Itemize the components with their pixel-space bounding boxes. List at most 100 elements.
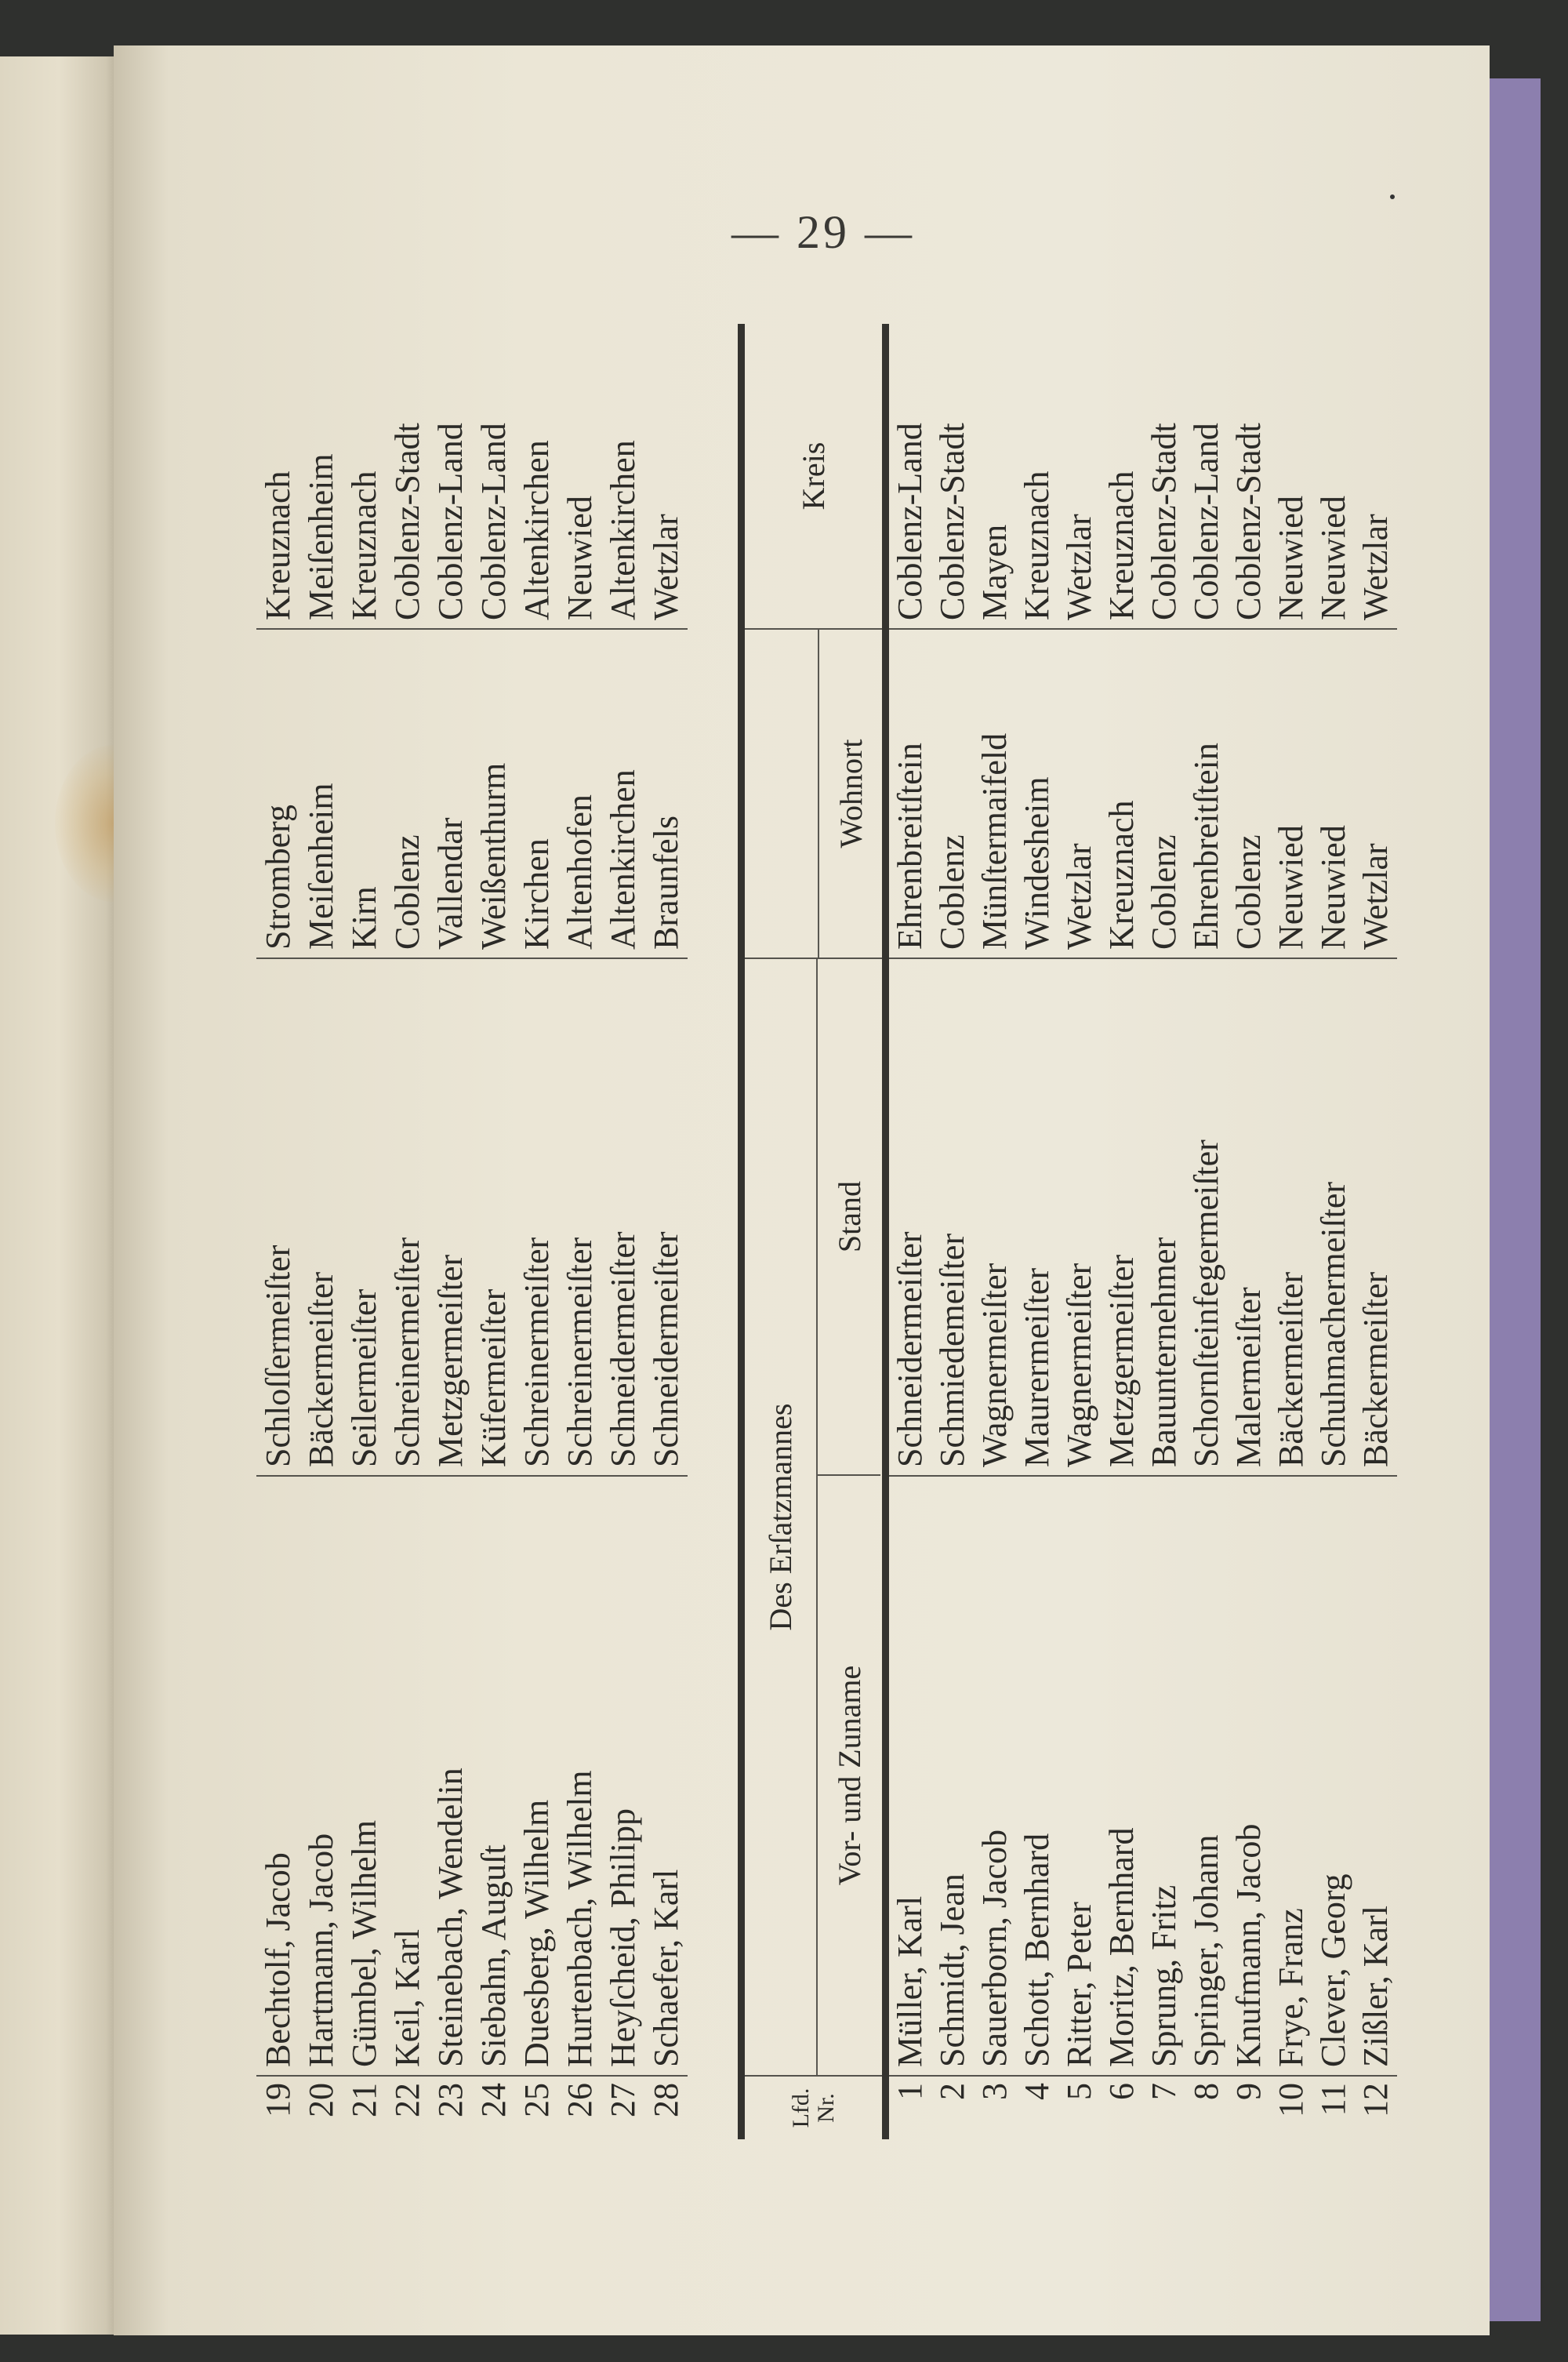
header-lfd-nr: Lfd. Nr. [745, 2077, 882, 2139]
residence: Braunfels [644, 630, 688, 959]
row-number: 9 [1229, 2083, 1268, 2100]
row-number: 3 [975, 2083, 1014, 2100]
row-number: 28 [647, 2083, 685, 2117]
occupation: Seilermeiſter [343, 959, 386, 1477]
person-name: Steinebach, Wendelin [429, 1477, 472, 2077]
residence: Altenkirchen [601, 630, 644, 959]
ersatz-table-body: 1 Müller, Karl Schneidermeiſter Ehrenbreitſ… [889, 324, 1397, 2139]
table-row: 2 Schmidt, Jean Schmiedemeiſter Coblenz Cobl… [931, 324, 974, 2139]
person-name: Duesberg, Wilhelm [515, 1477, 558, 2077]
district: Neuwied [1312, 324, 1355, 630]
right-page [114, 45, 1490, 2335]
occupation: Schloſſermeiſter [256, 959, 299, 1477]
row-number: 7 [1145, 2083, 1183, 2100]
occupation: Schornſteinfegermeiſter [1185, 959, 1228, 1477]
person-name: Sauerborn, Jacob [974, 1477, 1016, 2077]
residence: Kirn [343, 630, 386, 959]
person-name: Sprung, Fritz [1143, 1477, 1185, 2077]
person-name: Knufmann, Jacob [1228, 1477, 1270, 2077]
row-number: 11 [1314, 2083, 1352, 2117]
person-name: Heyſcheid, Philipp [601, 1477, 644, 2077]
district: Altenkirchen [515, 324, 558, 630]
district: Coblenz-Stadt [1143, 324, 1185, 630]
occupation: Wagnermeiſter [974, 959, 1016, 1477]
continued-table: 19 Bechtolf, Jacob Schloſſermeiſter Strombe… [256, 324, 688, 2139]
occupation: Küfermeiſter [472, 959, 515, 1477]
ink-speck [1390, 194, 1395, 199]
occupation: Metzgermeiſter [429, 959, 472, 1477]
district: Kreuznach [1016, 324, 1058, 630]
person-name: Schmidt, Jean [931, 1477, 974, 2077]
person-name: Hartmann, Jacob [299, 1477, 343, 2077]
table-row: 22 Keil, Karl Schreinermeiſter Coblenz Coble… [386, 324, 429, 2139]
person-name: Clever, Georg [1312, 1477, 1355, 2077]
occupation: Schreinermeiſter [558, 959, 601, 1477]
person-name: Zißler, Karl [1355, 1477, 1397, 2077]
residence: Wetzlar [1355, 630, 1397, 959]
residence: Windesheim [1016, 630, 1058, 959]
district: Coblenz-Land [429, 324, 472, 630]
district: Coblenz-Land [889, 324, 931, 630]
person-name: Bechtolf, Jacob [256, 1477, 299, 2077]
district: Coblenz-Land [472, 324, 515, 630]
occupation: Wagnermeiſter [1058, 959, 1101, 1477]
occupation: Bäckermeiſter [299, 959, 343, 1477]
district: Wetzlar [644, 324, 688, 630]
district: Coblenz-Stadt [1228, 324, 1270, 630]
occupation: Schneidermeiſter [601, 959, 644, 1477]
row-number: 1 [891, 2083, 929, 2100]
table-row: 10 Frye, Franz Bäckermeiſter Neuwied Neuwied [1270, 324, 1312, 2139]
district: Altenkirchen [601, 324, 644, 630]
district: Meiſenheim [299, 324, 343, 630]
row-number: 12 [1356, 2083, 1395, 2117]
person-name: Springer, Johann [1185, 1477, 1228, 2077]
row-number: 25 [517, 2083, 556, 2117]
header-stand: Stand [818, 959, 880, 1477]
row-number: 20 [302, 2083, 340, 2117]
header-group: Des Erſatzmannes [745, 959, 818, 2075]
header-name: Vor- und Zuname [831, 1665, 867, 1886]
row-number: 27 [604, 2083, 642, 2117]
occupation: Schmiedemeiſter [931, 959, 974, 1477]
residence: Weißenthurm [472, 630, 515, 959]
occupation: Schuhmachermeiſter [1312, 959, 1355, 1477]
row-number: 5 [1060, 2083, 1098, 2100]
person-name: Ritter, Peter [1058, 1477, 1101, 2077]
person-name: Moritz, Bernhard [1101, 1477, 1143, 2077]
table-row: 11 Clever, Georg Schuhmachermeiſter Neuwied… [1312, 324, 1355, 2139]
row-number: 22 [388, 2083, 426, 2117]
residence: Kreuznach [1101, 630, 1143, 959]
district: Neuwied [1270, 324, 1312, 630]
occupation: Schneidermeiſter [889, 959, 931, 1477]
table-row: 28 Schaefer, Karl Schneidermeiſter Braunfel… [644, 324, 688, 2139]
header-nr-line1: Lfd. [787, 2088, 814, 2128]
table-row: 6 Moritz, Bernhard Metzgermeiſter Kreuznach… [1101, 324, 1143, 2139]
residence: Vallendar [429, 630, 472, 959]
occupation: Schreinermeiſter [386, 959, 429, 1477]
left-page [0, 56, 118, 2335]
table-row: 1 Müller, Karl Schneidermeiſter Ehrenbreitſ… [889, 324, 931, 2139]
row-number: 2 [933, 2083, 971, 2100]
row-number: 21 [345, 2083, 383, 2117]
table-top-rule [738, 324, 745, 2139]
table-row: 26 Hurtenbach, Wilhelm Schreinermeiſter Alt… [558, 324, 601, 2139]
table-row: 4 Schott, Bernhard Maurermeiſter Windesheim… [1016, 324, 1058, 2139]
person-name: Frye, Franz [1270, 1477, 1312, 2077]
header-rule [882, 324, 889, 2139]
table-row: 8 Springer, Johann Schornſteinfegermeiſter… [1185, 324, 1228, 2139]
row-number: 24 [474, 2083, 513, 2117]
occupation: Malermeiſter [1228, 959, 1270, 1477]
person-name: Gümbel, Wilhelm [343, 1477, 386, 2077]
residence: Coblenz [1228, 630, 1270, 959]
table-row: 3 Sauerborn, Jacob Wagnermeiſter Münſtermai… [974, 324, 1016, 2139]
district: Coblenz-Stadt [386, 324, 429, 630]
person-name: Keil, Karl [386, 1477, 429, 2077]
residence: Coblenz [1143, 630, 1185, 959]
row-number: 19 [259, 2083, 297, 2117]
table-row: 23 Steinebach, Wendelin Metzgermeiſter Vall… [429, 324, 472, 2139]
table-row: 5 Ritter, Peter Wagnermeiſter Wetzlar Wetzla… [1058, 324, 1101, 2139]
residence: Stromberg [256, 630, 299, 959]
residence: Coblenz [386, 630, 429, 959]
person-name: Hurtenbach, Wilhelm [558, 1477, 601, 2077]
district: Mayen [974, 324, 1016, 630]
